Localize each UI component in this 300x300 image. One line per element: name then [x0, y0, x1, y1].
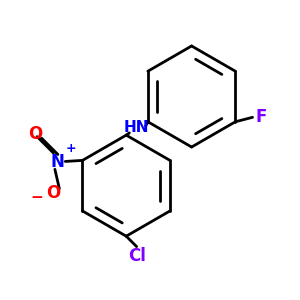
Text: +: + — [66, 142, 76, 155]
Text: O: O — [28, 125, 43, 143]
Text: N: N — [51, 153, 65, 171]
Text: Cl: Cl — [128, 247, 146, 265]
Text: HN: HN — [124, 120, 149, 135]
Text: −: − — [31, 190, 44, 205]
Text: O: O — [46, 184, 61, 202]
Text: F: F — [256, 108, 267, 126]
